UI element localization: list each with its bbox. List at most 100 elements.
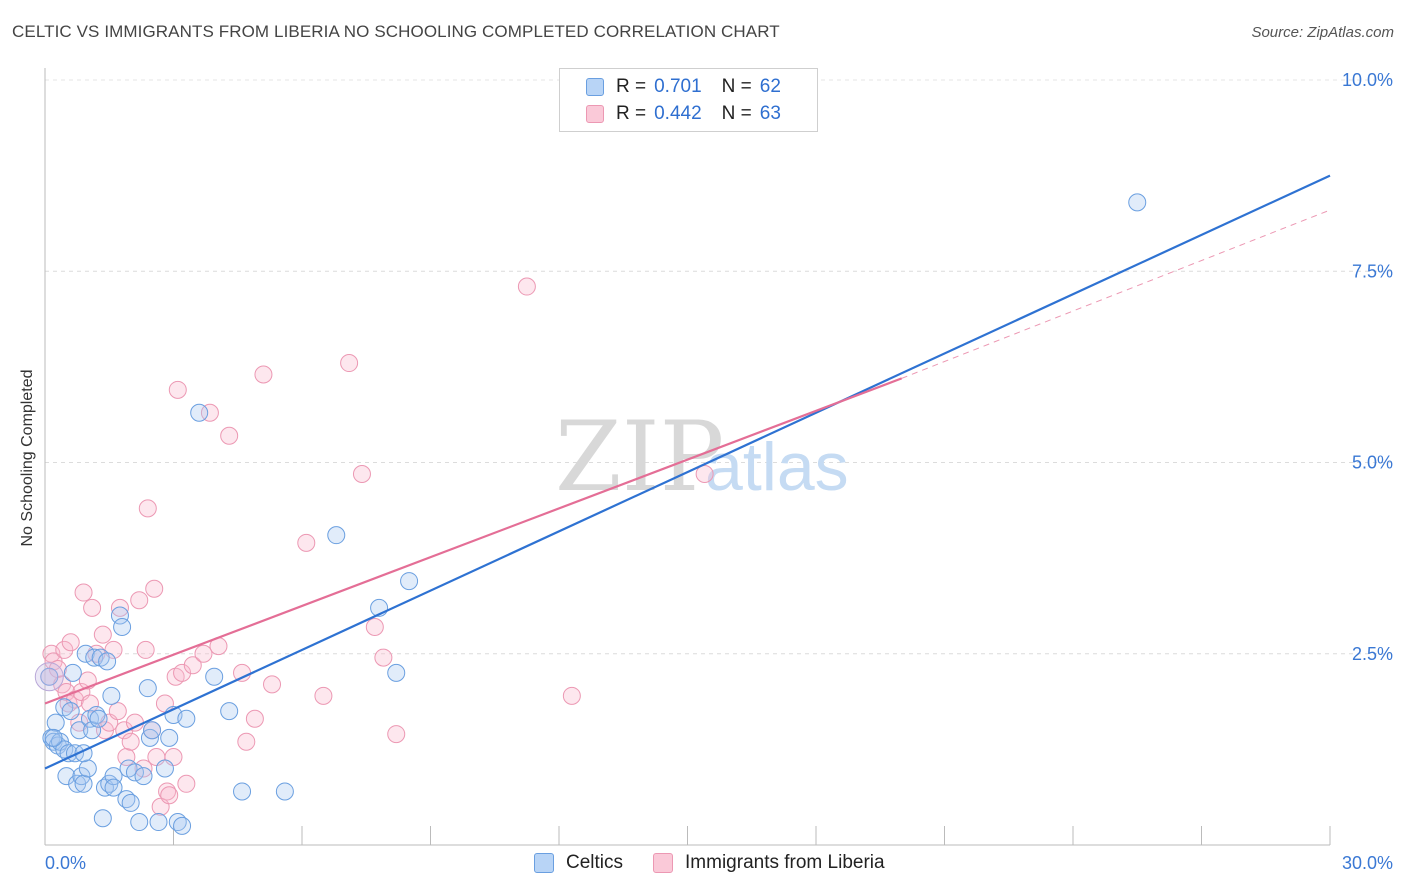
trend-lines [44, 174, 1331, 770]
celtics-swatch [534, 853, 554, 873]
liberia-point [168, 380, 187, 399]
n-value: 62 [759, 76, 781, 97]
liberia-point [173, 663, 192, 682]
liberia-point [136, 640, 155, 659]
watermark-atlas: atlas [705, 429, 849, 505]
liberia-point [108, 702, 127, 721]
celtics-point [110, 606, 129, 625]
celtics-point [74, 774, 93, 793]
r-label: R = [616, 76, 647, 97]
liberia-point [695, 464, 714, 483]
celtics-point [143, 721, 162, 740]
celtics-point [63, 663, 82, 682]
liberia-point [183, 656, 202, 675]
liberia-point [55, 640, 74, 659]
liberia-point [80, 694, 99, 713]
liberia-point [134, 759, 153, 778]
celtics-point [93, 809, 112, 828]
liberia-point [74, 583, 93, 602]
liberia-point [254, 365, 273, 384]
r-value: 0.701 [654, 76, 702, 97]
celtics-point [57, 767, 76, 786]
r-label: R = [616, 103, 647, 124]
celtics-point [149, 813, 168, 832]
liberia-point [237, 732, 256, 751]
liberia-point [194, 644, 213, 663]
legend-row-celtics: R = 0.701 N = 62 [586, 76, 801, 98]
celtics-point [89, 709, 108, 728]
celtics-point [160, 728, 179, 747]
liberia-points [40, 277, 714, 816]
liberia-point [121, 732, 140, 751]
n-label: N = [721, 76, 752, 97]
liberia-point [61, 633, 80, 652]
n-value: 63 [759, 103, 781, 124]
r-value: 0.442 [654, 103, 702, 124]
liberia-point [263, 675, 282, 694]
liberia-point [374, 648, 393, 667]
legend-item-liberia[interactable]: Immigrants from Liberia [653, 852, 885, 874]
celtics-point [70, 721, 89, 740]
liberia-point [93, 625, 112, 644]
chart-title: CELTIC VS IMMIGRANTS FROM LIBERIA NO SCH… [12, 22, 780, 41]
grid-lines [45, 79, 1392, 655]
liberia-point [220, 426, 239, 445]
liberia-point [517, 277, 536, 296]
celtics-point [102, 686, 121, 705]
celtics-point [173, 816, 192, 835]
legend-item-celtics[interactable]: Celtics [534, 852, 623, 874]
liberia-point [562, 686, 581, 705]
legend-row-liberia: R = 0.442 N = 63 [586, 103, 801, 125]
liberia-point [160, 786, 179, 805]
celtics-point [72, 767, 91, 786]
legend-label-liberia: Immigrants from Liberia [685, 852, 885, 873]
celtics-point [140, 728, 159, 747]
celtics-point [275, 782, 294, 801]
celtics-point [98, 652, 117, 671]
y-tick-label: 5.0% [1352, 453, 1393, 473]
celtics-point [46, 713, 65, 732]
celtics-point [327, 526, 346, 545]
celtics-point [190, 403, 209, 422]
celtics-point [113, 617, 132, 636]
celtics-point [121, 793, 140, 812]
liberia-trend-extension [901, 209, 1331, 379]
liberia-trend-line [44, 377, 903, 705]
celtics-point [125, 763, 144, 782]
liberia-swatch [653, 853, 674, 873]
n-label: N = [721, 103, 752, 124]
celtics-point [205, 667, 224, 686]
celtics-point [138, 679, 157, 698]
y-tick-label: 10.0% [1342, 70, 1393, 90]
y-axis-title: No Schooling Completed [19, 369, 36, 547]
liberia-point [314, 686, 333, 705]
celtics-point [61, 702, 80, 721]
celtics-point [233, 782, 252, 801]
liberia-point [340, 354, 359, 373]
celtics-point [40, 667, 59, 686]
liberia-point [297, 533, 316, 552]
liberia-point [245, 709, 264, 728]
celtics-point [177, 709, 196, 728]
celtics-point [104, 778, 123, 797]
liberia-point [177, 774, 196, 793]
liberia-point [110, 598, 129, 617]
liberia-point [352, 464, 371, 483]
liberia-point [145, 579, 164, 598]
correlation-legend: R = 0.701 N = 62 R = 0.442 N = 63 [559, 68, 818, 132]
tick-labels: 2.5% 5.0% 7.5% 10.0% 0.0% 30.0% [45, 70, 1393, 873]
celtics-trend-line [44, 174, 1331, 770]
legend-label-celtics: Celtics [566, 852, 624, 873]
celtics-point [130, 813, 149, 832]
celtics-point [400, 572, 419, 591]
x-tick-label: 30.0% [1342, 853, 1393, 873]
liberia-point [138, 499, 157, 518]
celtics-point [1128, 193, 1147, 212]
celtics-point [76, 644, 95, 663]
liberia-point [387, 725, 406, 744]
cluster-point [34, 662, 64, 692]
celtics-point [387, 663, 406, 682]
x-tick-label: 0.0% [45, 853, 86, 873]
celtics-point [155, 759, 174, 778]
